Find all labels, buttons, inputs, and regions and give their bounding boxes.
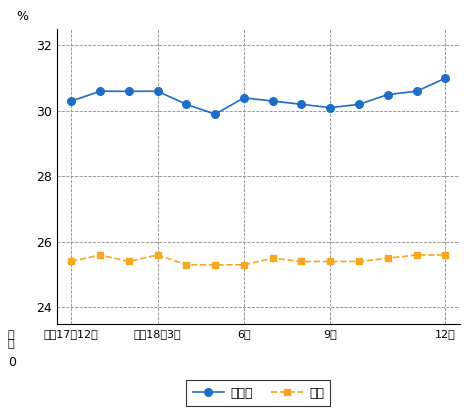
Text: 〜: 〜 <box>7 339 14 349</box>
Text: %: % <box>17 10 28 23</box>
Legend: 岐阜県, 全国: 岐阜県, 全国 <box>186 380 330 406</box>
Text: 0: 0 <box>9 356 17 369</box>
Text: 〜: 〜 <box>7 330 14 340</box>
